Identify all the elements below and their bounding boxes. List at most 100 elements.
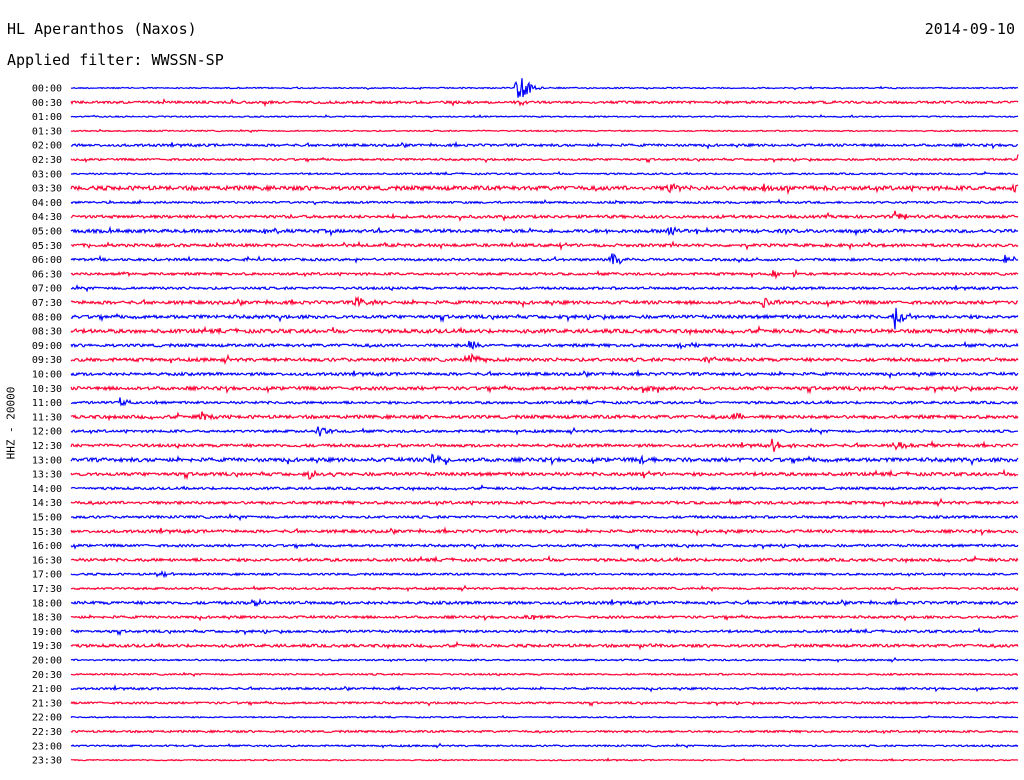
trace-line xyxy=(70,397,1019,407)
trace-line xyxy=(70,671,1019,678)
station-title: HL Aperanthos (Naxos) xyxy=(7,20,197,38)
row-time-label: 01:30 xyxy=(32,126,62,137)
row-time-label: 02:30 xyxy=(32,155,62,166)
row-time-label: 06:00 xyxy=(32,255,62,266)
trace-line xyxy=(70,453,1019,467)
trace-line xyxy=(70,295,1019,309)
row-time-label: 05:30 xyxy=(32,241,62,252)
trace-line xyxy=(70,368,1019,380)
row-time-label: 03:30 xyxy=(32,184,62,195)
row-time-label: 00:00 xyxy=(32,84,62,95)
trace-line xyxy=(70,700,1019,707)
trace-line xyxy=(70,714,1019,720)
trace-line xyxy=(70,613,1019,622)
row-time-label: 20:30 xyxy=(32,670,62,681)
trace-line xyxy=(70,468,1019,481)
row-time-label: 08:00 xyxy=(32,312,62,323)
row-time-label: 05:00 xyxy=(32,227,62,238)
trace-line xyxy=(70,140,1019,150)
trace-line xyxy=(70,340,1019,351)
row-time-label: 00:30 xyxy=(32,98,62,109)
row-time-label: 07:00 xyxy=(32,284,62,295)
row-time-label: 17:00 xyxy=(32,570,62,581)
row-time-label: 23:30 xyxy=(32,756,62,767)
trace-line xyxy=(70,384,1019,395)
trace-line xyxy=(70,742,1019,749)
row-time-label: 14:30 xyxy=(32,498,62,509)
trace-line xyxy=(70,597,1019,608)
filter-label: Applied filter: WWSSN-SP xyxy=(7,51,224,69)
row-time-label: 23:00 xyxy=(32,741,62,752)
trace-line xyxy=(70,656,1019,664)
trace-line xyxy=(70,128,1019,134)
trace-line xyxy=(70,497,1019,508)
trace-line xyxy=(70,98,1019,108)
trace-line xyxy=(70,438,1019,452)
trace-line xyxy=(71,554,1019,564)
trace-line xyxy=(70,526,1019,537)
date-label: 2014-09-10 xyxy=(924,20,1015,38)
trace-line xyxy=(70,570,1019,579)
row-time-label: 14:00 xyxy=(32,484,62,495)
row-time-label: 03:00 xyxy=(32,169,62,180)
row-time-label: 16:30 xyxy=(32,555,62,566)
trace-line xyxy=(70,542,1019,551)
trace-line xyxy=(70,268,1019,280)
row-time-label: 19:00 xyxy=(32,627,62,638)
trace-line xyxy=(70,757,1018,762)
trace-line xyxy=(70,584,1019,593)
trace-line xyxy=(70,284,1019,293)
trace-line xyxy=(70,484,1019,492)
row-time-label: 18:00 xyxy=(32,598,62,609)
row-time-label: 16:00 xyxy=(32,541,62,552)
row-time-label: 15:00 xyxy=(32,513,62,524)
row-time-label: 06:30 xyxy=(32,269,62,280)
row-time-label: 08:30 xyxy=(32,327,62,338)
trace-line xyxy=(70,210,1019,222)
trace-line xyxy=(70,307,1019,330)
row-time-label: 11:00 xyxy=(32,398,62,409)
row-time-label: 20:00 xyxy=(32,656,62,667)
row-time-label: 09:30 xyxy=(32,355,62,366)
trace-line xyxy=(70,225,1019,237)
row-time-label: 02:00 xyxy=(32,141,62,152)
row-time-label: 21:00 xyxy=(32,684,62,695)
row-time-label: 19:30 xyxy=(32,641,62,652)
row-time-label: 22:30 xyxy=(32,727,62,738)
trace-line xyxy=(70,113,1019,119)
row-time-label: 10:00 xyxy=(32,370,62,381)
row-time-label: 11:30 xyxy=(32,412,62,423)
row-time-label: 12:00 xyxy=(32,427,62,438)
trace-line xyxy=(70,729,1019,735)
trace-line xyxy=(70,627,1019,637)
trace-line xyxy=(70,352,1019,366)
row-time-label: 21:30 xyxy=(32,698,62,709)
row-time-label: 22:00 xyxy=(32,713,62,724)
trace-line xyxy=(70,512,1019,522)
trace-line xyxy=(70,182,1019,196)
row-time-label: 09:00 xyxy=(32,341,62,352)
trace-line xyxy=(70,170,1019,177)
row-time-label: 12:30 xyxy=(32,441,62,452)
row-time-label: 18:30 xyxy=(32,613,62,624)
trace-line xyxy=(70,411,1019,422)
row-time-label: 04:30 xyxy=(32,212,62,223)
trace-line xyxy=(70,426,1019,437)
row-time-label: 04:00 xyxy=(32,198,62,209)
row-time-label: 07:30 xyxy=(32,298,62,309)
trace-line xyxy=(70,640,1019,651)
row-time-label: 01:00 xyxy=(32,112,62,123)
trace-line xyxy=(71,78,1019,98)
row-time-label: 13:30 xyxy=(32,470,62,481)
trace-line xyxy=(70,324,1018,337)
row-time-label: 17:30 xyxy=(32,584,62,595)
trace-line xyxy=(70,253,1019,265)
trace-line xyxy=(70,240,1019,251)
row-time-label: 15:30 xyxy=(32,527,62,538)
trace-line xyxy=(70,198,1019,206)
row-time-label: 10:30 xyxy=(32,384,62,395)
trace-line xyxy=(70,684,1019,693)
row-time-label: 13:00 xyxy=(32,455,62,466)
trace-line xyxy=(70,154,1019,164)
